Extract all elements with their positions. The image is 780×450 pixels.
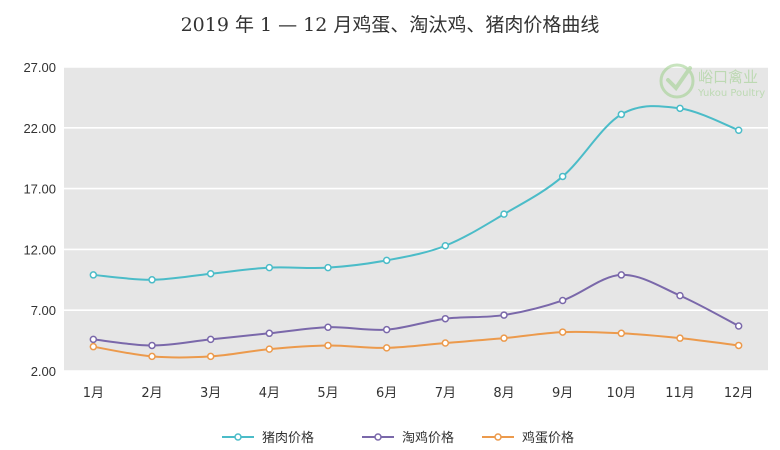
data-point — [558, 172, 567, 181]
data-point — [734, 126, 743, 134]
data-point — [500, 210, 508, 218]
data-point — [500, 311, 508, 319]
x-tick-label: 6月 — [376, 386, 397, 401]
watermark-logo: 峪口禽业 Yukou Poultry — [659, 63, 765, 99]
data-point — [734, 322, 743, 330]
y-tick-label: 17.00 — [23, 182, 56, 197]
data-point — [382, 344, 391, 352]
y-tick-label: 7.00 — [31, 303, 56, 318]
watermark-brand-cn: 峪口禽业 — [698, 68, 758, 86]
x-tick-label: 12月 — [724, 386, 754, 401]
data-point — [206, 335, 215, 344]
x-tick-label: 3月 — [200, 386, 221, 401]
logo-check — [666, 66, 692, 92]
data-point — [441, 242, 450, 250]
data-point — [382, 325, 391, 334]
data-point — [148, 276, 156, 284]
y-axis-ticks: 2.00 7.00 12.00 17.00 22.00 27.00 — [23, 60, 56, 379]
x-tick-label: 8月 — [493, 386, 514, 401]
data-point — [324, 323, 332, 331]
x-tick-label: 5月 — [317, 386, 338, 401]
gridlines — [64, 66, 768, 372]
x-tick-label: 11月 — [665, 386, 695, 401]
data-point — [89, 335, 98, 344]
data-point — [265, 345, 274, 353]
data-point — [558, 328, 567, 336]
y-tick-label: 27.00 — [23, 60, 56, 75]
data-point — [324, 341, 332, 350]
data-point — [89, 271, 98, 279]
y-tick-label: 2.00 — [31, 364, 56, 379]
data-point — [382, 256, 391, 265]
x-tick-label: 1月 — [83, 386, 104, 401]
data-point — [265, 329, 274, 338]
x-tick-label: 7月 — [435, 386, 456, 401]
x-axis-ticks: 1月 2月 3月 4月 5月 6月 7月 8月 9月 10月 11月 12月 — [83, 386, 754, 401]
data-point — [89, 342, 98, 351]
data-point — [206, 269, 215, 278]
series-group — [89, 104, 743, 361]
data-point — [558, 296, 567, 305]
data-point — [617, 110, 626, 119]
data-point — [206, 352, 215, 361]
y-tick-label: 22.00 — [23, 121, 56, 136]
x-tick-label: 10月 — [607, 386, 637, 401]
data-point — [734, 341, 743, 350]
legend-marker — [374, 433, 382, 441]
legend-label: 淘鸡价格 — [402, 430, 454, 446]
data-point — [676, 104, 684, 113]
data-point — [265, 263, 274, 272]
series-line — [93, 330, 739, 359]
y-tick-label: 12.00 — [23, 242, 56, 257]
x-tick-label: 4月 — [259, 386, 280, 401]
data-point — [324, 263, 332, 272]
watermark-brand-en: Yukou Poultry — [697, 88, 765, 99]
data-point — [617, 329, 626, 338]
legend: 猪肉价格 淘鸡价格 鸡蛋价格 — [222, 430, 574, 446]
legend-marker — [234, 433, 242, 441]
logo-circle — [659, 63, 695, 99]
data-point — [617, 271, 626, 279]
legend-label: 鸡蛋价格 — [522, 430, 574, 446]
data-point — [500, 334, 508, 342]
data-point — [676, 334, 684, 342]
data-point — [676, 291, 684, 300]
plot-area — [64, 67, 768, 371]
chart-title: 2019 年 1 — 12 月鸡蛋、淘汰鸡、猪肉价格曲线 — [180, 14, 600, 36]
legend-label: 猪肉价格 — [262, 430, 314, 446]
data-point — [441, 314, 450, 323]
legend-marker — [494, 433, 502, 441]
x-tick-label: 9月 — [552, 386, 573, 401]
x-tick-label: 2月 — [141, 386, 162, 401]
data-point — [441, 339, 450, 347]
data-point — [148, 352, 156, 361]
data-point — [148, 341, 156, 350]
